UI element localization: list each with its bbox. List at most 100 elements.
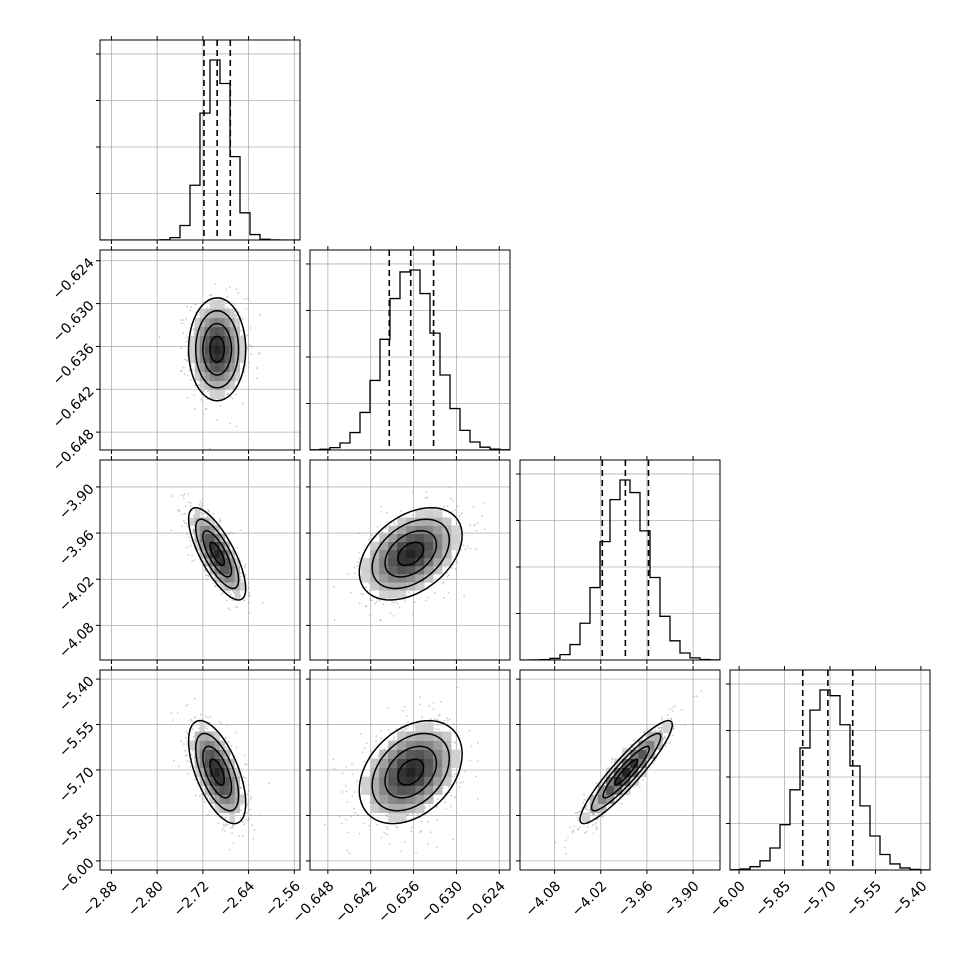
sample-point xyxy=(193,408,196,410)
sample-point xyxy=(384,527,387,530)
density-cell xyxy=(194,317,200,328)
density-cell xyxy=(361,574,371,583)
sample-point xyxy=(436,724,439,726)
density-cell xyxy=(622,758,631,768)
density-cell xyxy=(219,380,225,391)
sample-point xyxy=(347,831,350,834)
density-cell xyxy=(442,517,452,526)
density-cell xyxy=(433,767,443,777)
sample-point xyxy=(259,814,262,817)
density-cell xyxy=(424,785,434,795)
sample-point xyxy=(410,830,413,833)
density-cell xyxy=(229,353,235,364)
sample-point xyxy=(578,810,581,813)
sample-point xyxy=(238,835,241,837)
density-cell xyxy=(229,785,235,795)
density-cell xyxy=(622,785,631,795)
density-cell xyxy=(239,344,245,355)
sample-point xyxy=(430,718,433,720)
density-cell xyxy=(388,582,398,591)
sample-point xyxy=(249,814,252,817)
sample-point xyxy=(236,547,239,549)
sample-point xyxy=(387,728,390,731)
density-cell xyxy=(234,557,240,567)
density-cell xyxy=(229,565,235,575)
sample-point xyxy=(244,763,247,766)
sample-point xyxy=(191,719,194,722)
sample-point xyxy=(229,593,232,596)
sample-point xyxy=(368,538,370,541)
sample-point xyxy=(454,796,457,798)
sample-point xyxy=(249,795,252,798)
sample-point xyxy=(666,731,669,734)
density-cell xyxy=(209,767,215,777)
density-cell xyxy=(605,767,615,777)
density-cell xyxy=(379,767,389,777)
sample-point xyxy=(198,503,201,506)
density-cell xyxy=(224,574,230,583)
x-tick-label: −4.08 xyxy=(523,878,565,920)
sample-point xyxy=(191,369,194,371)
sample-point xyxy=(380,737,383,740)
panel-3-0: −2.88 −2.80 −2.72 −2.64 −2.56−6.00−5.85−5.70… xyxy=(56,666,304,920)
density-cell xyxy=(424,767,434,777)
contour-1-0-0 xyxy=(209,335,226,363)
x-tick-label: −3.90 xyxy=(661,878,703,920)
density-cell xyxy=(415,541,425,551)
sample-point xyxy=(375,600,378,603)
sample-point xyxy=(447,786,450,789)
sample-point xyxy=(226,532,229,535)
sample-point xyxy=(403,729,406,731)
density-cell xyxy=(379,541,389,551)
density-cell xyxy=(199,525,205,534)
density-cell xyxy=(214,317,220,328)
sample-point xyxy=(185,340,188,343)
sample-point xyxy=(363,747,366,750)
sample-point xyxy=(443,719,446,722)
sample-point xyxy=(239,817,242,819)
density-cell xyxy=(406,525,416,534)
density-cell xyxy=(397,785,407,795)
sample-point xyxy=(202,512,205,515)
density-cell xyxy=(209,740,215,750)
sample-point xyxy=(443,596,445,599)
sample-point xyxy=(228,591,230,594)
sample-point xyxy=(400,509,402,512)
contour-3-0-0 xyxy=(209,758,226,786)
density-cell xyxy=(219,785,225,795)
sample-point xyxy=(455,560,458,562)
density-cell xyxy=(370,758,380,768)
density-cell xyxy=(224,803,230,813)
density-cell xyxy=(406,565,416,575)
sample-point xyxy=(344,785,347,787)
density-cell xyxy=(214,371,220,382)
sample-point xyxy=(338,815,341,818)
density-cell xyxy=(219,308,225,319)
sample-point xyxy=(432,708,435,711)
sample-point xyxy=(565,839,568,842)
sample-point xyxy=(435,719,437,721)
sample-point xyxy=(453,773,456,776)
density-cell xyxy=(209,299,215,310)
density-cell xyxy=(415,574,425,583)
sample-point xyxy=(189,378,192,381)
sample-point xyxy=(340,822,343,825)
density-cell xyxy=(194,353,200,364)
sample-point xyxy=(666,718,669,721)
density-cell xyxy=(638,740,647,750)
sample-point xyxy=(452,838,455,841)
sample-point xyxy=(441,582,444,585)
density-cell xyxy=(199,326,205,337)
sample-point xyxy=(212,512,215,515)
density-cell xyxy=(189,740,195,750)
sample-point xyxy=(358,557,361,560)
contour-3-0-1 xyxy=(202,745,233,799)
sample-point xyxy=(190,501,192,504)
sample-point xyxy=(345,766,348,768)
sample-point xyxy=(462,781,465,784)
sample-point xyxy=(248,587,250,589)
density-cell xyxy=(189,517,195,526)
sample-point xyxy=(242,820,244,823)
density-cell xyxy=(204,344,210,355)
sample-point xyxy=(252,837,255,840)
